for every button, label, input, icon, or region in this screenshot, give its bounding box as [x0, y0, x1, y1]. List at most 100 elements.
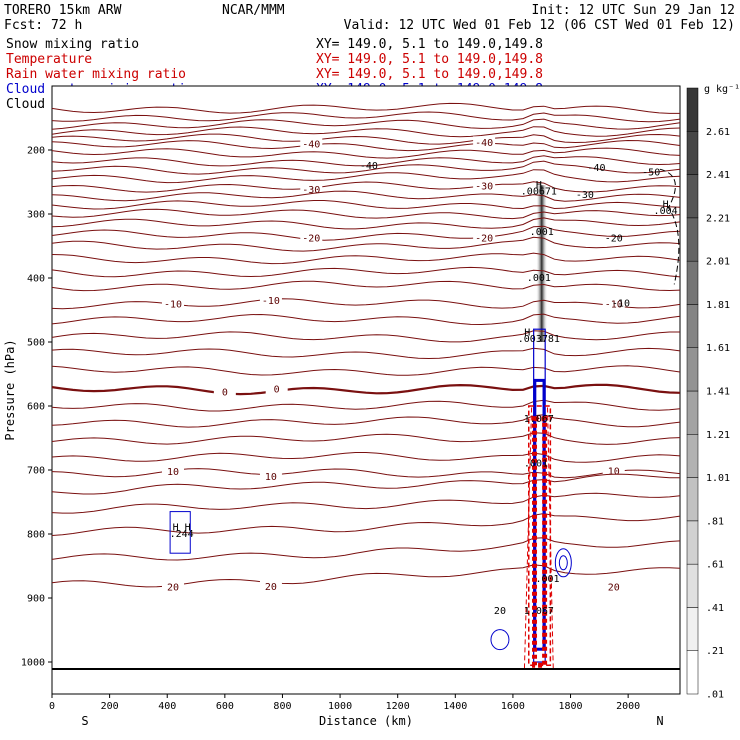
isotherm-line: [51, 190, 681, 202]
isotherm-label: 10: [265, 472, 277, 483]
isotherm-line: [51, 399, 681, 412]
x-axis: 0 200 400 600 800 1000 1200 1400 1600 1800 2000: [49, 694, 640, 712]
colorbar-label: 2.01: [706, 257, 730, 268]
y-tick-label: 600: [27, 402, 45, 413]
colorbar-label: 2.61: [706, 127, 730, 138]
isotherm-line: [51, 126, 681, 138]
y-tick-label: 400: [27, 274, 45, 285]
isotherm-label: 0: [274, 385, 280, 396]
isotherm-line: [51, 160, 681, 175]
isotherm-label-bg: [602, 298, 625, 311]
colorbar-label: 2.21: [706, 213, 730, 224]
cloud-shading: [535, 185, 548, 342]
isotherm-label-bg: [265, 383, 288, 396]
isotherm-line: [51, 330, 680, 343]
isotherm-line: [51, 118, 681, 130]
contour-annotation: .001: [535, 574, 559, 585]
isotherm-label: 10: [608, 467, 620, 478]
legend-label: Rain water mixing ratio: [6, 67, 186, 82]
isotherm-line: [51, 200, 681, 210]
y-tick-label: 200: [27, 146, 45, 157]
init-time: Init: 12 UTC Sun 29 Jan 12: [532, 3, 736, 18]
contour-annotation: -20: [605, 233, 623, 244]
contour-annotation: H: [524, 327, 530, 338]
y-axis: 200 300 400 500 600 700 800 900 1000: [21, 146, 52, 669]
colorbar-swatch: [686, 217, 699, 262]
isotherm-label: 20: [167, 583, 179, 594]
contour-annotation: .001: [527, 273, 551, 284]
x-tick-label: 2000: [616, 701, 640, 712]
y-tick-label: 300: [27, 210, 45, 221]
isotherm-line: [51, 383, 681, 396]
isotherm-line: [51, 111, 681, 123]
contour-annotations: H.00671.001.001H.0037811.067.001.0011.06…: [170, 161, 678, 617]
isotherm-line: [51, 133, 681, 145]
y-axis-label: Pressure (hPa): [3, 339, 17, 440]
colorbar-swatch: [686, 260, 699, 305]
isotherm-line: [51, 252, 681, 265]
isotherm-label-bg: [161, 581, 184, 594]
colorbar-swatch: [686, 607, 699, 651]
x-tick-label: 600: [216, 701, 234, 712]
isotherm-line: [51, 225, 681, 241]
x-tick-label: 400: [158, 701, 176, 712]
contour-annotation: .001: [530, 227, 554, 238]
isotherm-label-bg: [259, 580, 282, 593]
colorbar-label: 1.81: [706, 300, 730, 311]
colorbar-swatch: [686, 174, 699, 219]
legend-label: Snow mixing ratio: [6, 37, 139, 52]
isotherm-line: [51, 537, 681, 561]
legend-xy: XY= 149.0, 5.1 to 149.0,149.8: [316, 52, 543, 67]
rain-water-contour: [532, 416, 548, 668]
x-axis-label: Distance (km): [319, 714, 413, 728]
colorbar-swatch: [686, 390, 699, 435]
colorbar-swatch: [686, 563, 699, 608]
contour-annotation: -50: [642, 167, 660, 178]
isotherm-line: [51, 139, 681, 152]
colorbar-swatch: [686, 304, 699, 348]
colorbar-units: g kg⁻¹: [704, 84, 740, 95]
model-title: TORERO 15km ARW: [4, 3, 122, 18]
isotherm-line: [51, 452, 681, 463]
isotherm-line: [51, 564, 681, 588]
contour-annotation: -10: [612, 299, 630, 310]
center-title: NCAR/MMM: [222, 3, 285, 18]
isotherm-line: [51, 468, 681, 479]
isotherm-line: [51, 236, 681, 252]
y-tick-label: 800: [27, 530, 45, 541]
contour-annotation: H: [536, 180, 542, 191]
isotherm-label: 0: [222, 388, 228, 399]
isotherm-line: [51, 181, 681, 193]
colorbar: .01 .21 .41 .61 .81 1.01 1.21 1.41 1.61 1.81 2.01 2…: [686, 87, 730, 701]
colorbar-label: 2.41: [706, 170, 730, 181]
isotherm-label-bg: [213, 386, 236, 399]
isotherm-line: [51, 208, 681, 220]
contour-annotation: H: [663, 199, 669, 210]
contour-annotation: .244: [170, 529, 194, 540]
cloud-water-contour: [554, 548, 572, 578]
isotherm-label-bg: [602, 580, 625, 593]
colorbar-label: 1.21: [706, 430, 730, 441]
x-tick-label: 1200: [386, 701, 410, 712]
colorbar-label: .61: [706, 560, 724, 571]
colorbar-swatch: [686, 520, 699, 565]
y-tick-label: 900: [27, 594, 45, 605]
colorbar-swatch: [686, 131, 699, 175]
isotherm-label-bg: [161, 465, 184, 478]
legend-xy: XY= 149.0, 5.1 to 149.0,149.8: [316, 67, 543, 82]
snow-contour: [659, 168, 680, 285]
contour-annotation: .003781: [518, 334, 560, 345]
isotherm-label-bg: [300, 231, 323, 244]
isotherm-line: [51, 347, 681, 360]
colorbar-label: .41: [706, 603, 724, 614]
y-tick-label: 700: [27, 466, 45, 477]
isotherm-label-bg: [259, 294, 282, 307]
isotherm-label: -30: [302, 185, 320, 196]
cloud-ice-column: [535, 185, 548, 342]
plot-area: [51, 85, 681, 695]
x-tick-label: 200: [101, 701, 119, 712]
colorbar-label: 1.01: [706, 473, 730, 484]
isotherm-line: [51, 280, 681, 292]
isotherm-label: -20: [302, 233, 320, 244]
